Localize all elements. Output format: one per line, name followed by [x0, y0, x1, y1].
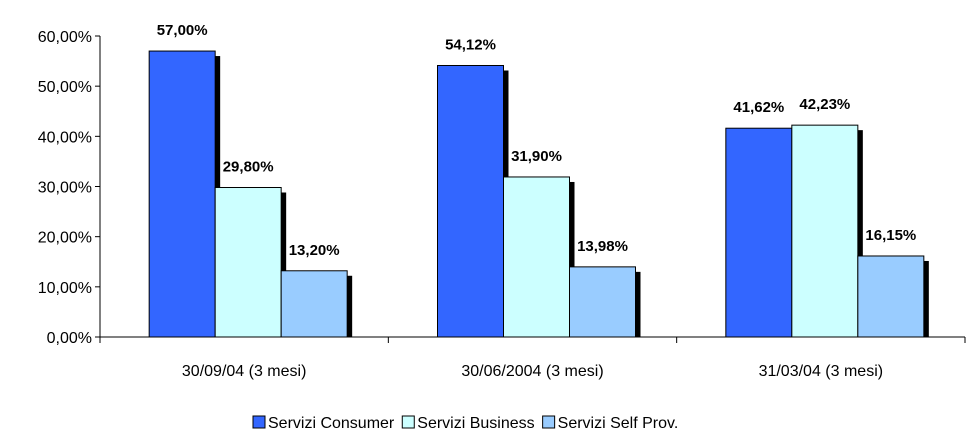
legend-swatch	[252, 415, 266, 429]
data-label: 29,80%	[223, 159, 274, 176]
bar	[148, 50, 216, 338]
legend-entry-label: Servizi Consumer	[268, 415, 395, 432]
data-label: 13,20%	[289, 242, 340, 259]
bar	[503, 176, 570, 338]
y-tick-label: 60,00%	[38, 29, 92, 46]
bar	[280, 270, 348, 338]
y-tick-label: 40,00%	[38, 129, 92, 146]
data-label: 13,98%	[577, 238, 628, 255]
bar	[725, 127, 793, 338]
data-label: 31,90%	[511, 148, 562, 165]
data-label: 16,15%	[865, 227, 916, 244]
chart-legend: Servizi Consumer Servizi Business Servizi …	[252, 415, 679, 432]
data-label: 54,12%	[445, 36, 496, 53]
legend-entry-label: Servizi Business	[417, 415, 534, 432]
chart-data-labels: 57,00% 29,80% 13,20% 54,12% 31,90% 13,98% 41,6…	[157, 22, 917, 259]
bar	[791, 124, 859, 338]
bar	[857, 255, 925, 338]
y-tick-label: 10,00%	[38, 280, 92, 297]
y-tick-label: 0,00%	[47, 330, 92, 347]
data-label: 57,00%	[157, 22, 208, 39]
legend-entry-label: Servizi Self Prov.	[558, 415, 679, 432]
legend-swatch	[401, 415, 415, 429]
chart-axes: 0,00% 10,00% 20,00% 30,00% 40,00% 50,00% 60,00…	[38, 29, 966, 380]
x-tick-label: 31/03/04 (3 mesi)	[759, 363, 884, 380]
legend-swatch	[542, 415, 556, 429]
chart-bars	[148, 50, 929, 338]
bar	[437, 64, 504, 338]
bar	[569, 266, 636, 338]
data-label: 42,23%	[799, 96, 850, 113]
y-tick-label: 50,00%	[38, 79, 92, 96]
data-label: 41,62%	[733, 99, 784, 116]
y-tick-label: 30,00%	[38, 180, 92, 197]
bar	[214, 187, 282, 338]
x-tick-label: 30/09/04 (3 mesi)	[182, 363, 307, 380]
x-tick-label: 30/06/2004 (3 mesi)	[461, 363, 603, 380]
y-tick-label: 20,00%	[38, 230, 92, 247]
